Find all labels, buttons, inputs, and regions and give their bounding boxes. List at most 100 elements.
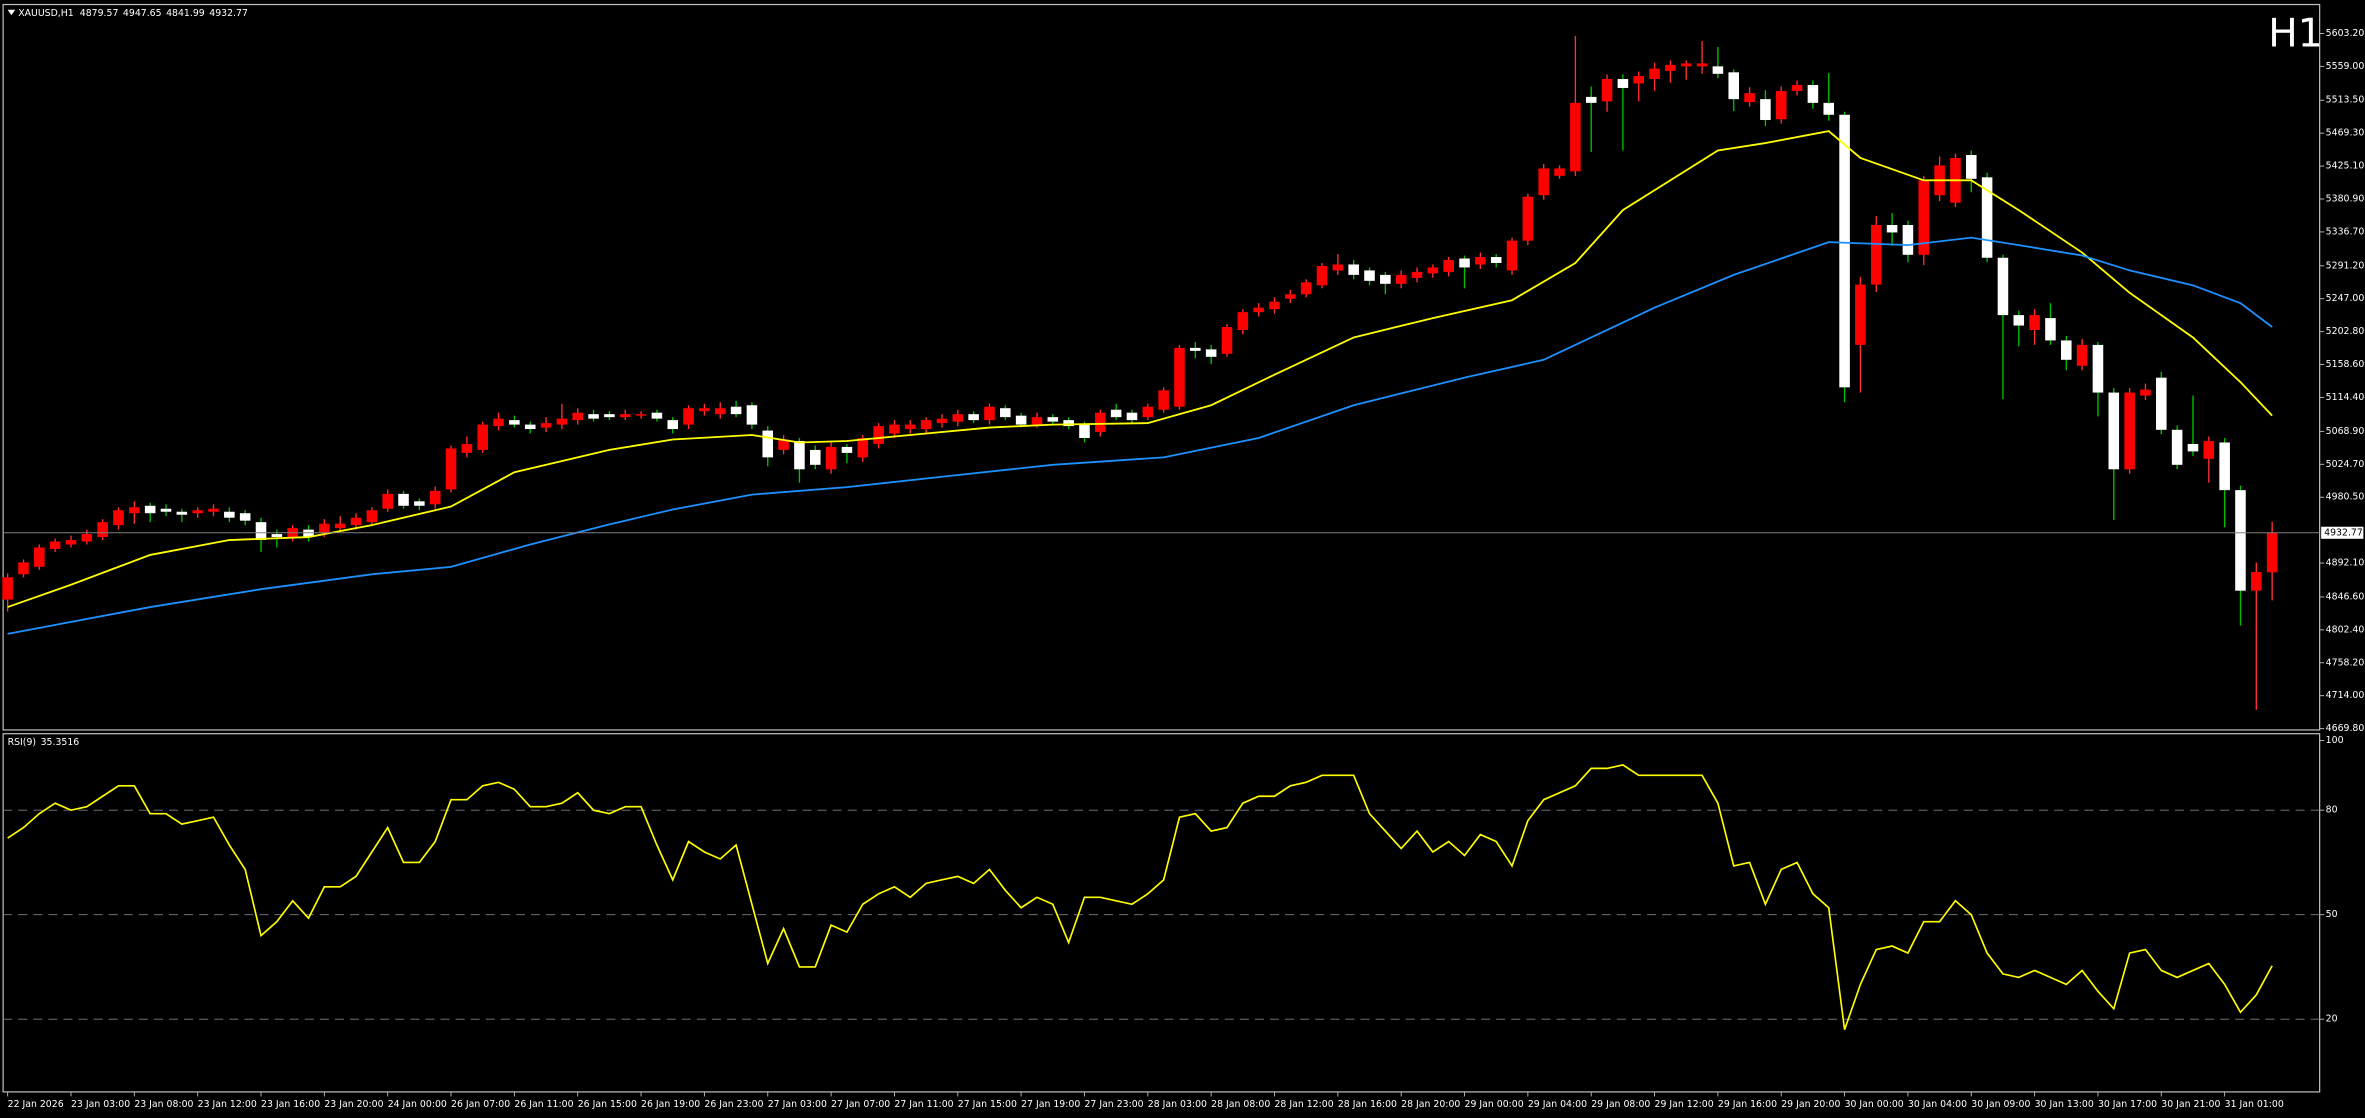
y-tick-label: 5114.40 bbox=[2326, 392, 2365, 403]
candle-body bbox=[1221, 327, 1233, 354]
candle-body bbox=[889, 424, 900, 434]
candle-body bbox=[1997, 257, 2009, 316]
x-tick-label: 29 Jan 12:00 bbox=[1655, 1099, 1714, 1110]
x-tick-label: 29 Jan 20:00 bbox=[1781, 1099, 1840, 1110]
candle-body bbox=[493, 418, 504, 427]
y-tick-label: 5068.90 bbox=[2326, 426, 2365, 437]
candle-body bbox=[97, 522, 108, 538]
candle-body bbox=[239, 513, 251, 521]
y-tick-label: 4980.50 bbox=[2326, 492, 2365, 503]
candle-body bbox=[1411, 271, 1423, 278]
x-tick-label: 27 Jan 11:00 bbox=[894, 1099, 953, 1110]
candle-body bbox=[2124, 392, 2135, 470]
x-tick-label: 28 Jan 16:00 bbox=[1338, 1099, 1397, 1110]
y-tick-label: 4758.20 bbox=[2326, 657, 2365, 668]
candle-body bbox=[1506, 240, 1518, 271]
candle-body bbox=[1760, 99, 1771, 120]
candle-body bbox=[65, 540, 77, 545]
candle-body bbox=[936, 418, 948, 424]
candle-body bbox=[809, 449, 821, 465]
candle-body bbox=[667, 420, 679, 430]
x-tick-label: 23 Jan 03:00 bbox=[71, 1099, 130, 1110]
y-tick-label: 5202.80 bbox=[2326, 326, 2365, 337]
x-tick-label: 28 Jan 12:00 bbox=[1274, 1099, 1333, 1110]
candle-body bbox=[1269, 301, 1280, 310]
candle-body bbox=[382, 493, 393, 509]
candle-body bbox=[2266, 532, 2278, 573]
candle-body bbox=[1665, 64, 1676, 71]
x-tick-label: 22 Jan 2026 bbox=[8, 1099, 64, 1110]
candle-body bbox=[572, 412, 584, 421]
candle-body bbox=[192, 510, 203, 514]
candle-body bbox=[34, 547, 45, 567]
candle-body bbox=[113, 510, 124, 526]
candle-body bbox=[920, 420, 932, 430]
candle-body bbox=[2092, 344, 2104, 393]
rsi-title: RSI(9) bbox=[8, 737, 36, 748]
current-price-box bbox=[2321, 526, 2364, 539]
candle-body bbox=[873, 426, 884, 444]
x-tick-label: 26 Jan 07:00 bbox=[451, 1099, 510, 1110]
x-tick-label: 28 Jan 08:00 bbox=[1211, 1099, 1270, 1110]
y-tick-label: 5603.20 bbox=[2326, 28, 2365, 39]
candle-body bbox=[2203, 440, 2215, 459]
candle-body bbox=[1633, 76, 1644, 84]
candle-body bbox=[857, 437, 869, 458]
candle-body bbox=[699, 408, 710, 412]
ohlc-low: 4841.99 bbox=[166, 7, 205, 18]
y-tick-label: 5291.20 bbox=[2326, 260, 2365, 271]
candle-body bbox=[730, 406, 742, 415]
candle-body bbox=[1395, 274, 1407, 284]
candle-body bbox=[414, 501, 425, 506]
candle-body bbox=[2108, 392, 2120, 470]
moving-average bbox=[7, 236, 2273, 635]
candle-body bbox=[208, 508, 219, 512]
candle-body bbox=[1174, 347, 1185, 407]
y-tick-label: 4846.60 bbox=[2326, 591, 2365, 602]
rsi-header: RSI(9) 35.3516 bbox=[8, 737, 80, 748]
candle-body bbox=[1253, 307, 1264, 313]
candle-body bbox=[2156, 377, 2167, 430]
candle-body bbox=[1744, 93, 1755, 103]
x-tick-label: 26 Jan 23:00 bbox=[704, 1099, 763, 1110]
candle-body bbox=[129, 507, 140, 514]
candle-body bbox=[2187, 443, 2199, 452]
y-tick-label: 5024.70 bbox=[2326, 459, 2365, 470]
candle-body bbox=[1554, 168, 1565, 176]
x-tick-label: 23 Jan 12:00 bbox=[198, 1099, 257, 1110]
y-tick-label: 5469.30 bbox=[2326, 128, 2365, 139]
candle-body bbox=[1000, 408, 1011, 418]
candle-body bbox=[604, 414, 615, 418]
x-tick-label: 29 Jan 16:00 bbox=[1718, 1099, 1777, 1110]
y-tick-label: 4892.10 bbox=[2326, 558, 2365, 569]
candle-body bbox=[619, 414, 631, 418]
candle-body bbox=[1142, 406, 1154, 418]
y-tick-label: 50 bbox=[2326, 909, 2338, 920]
candle-body bbox=[49, 541, 61, 549]
candle-body bbox=[762, 430, 774, 458]
menu-arrow[interactable] bbox=[7, 9, 16, 16]
candle-body bbox=[904, 424, 916, 430]
candle-body bbox=[398, 493, 409, 506]
candle-body bbox=[556, 418, 568, 425]
candle-body bbox=[1332, 264, 1344, 271]
candle-body bbox=[1570, 102, 1581, 172]
candle-body bbox=[1870, 224, 1882, 285]
x-tick-label: 26 Jan 11:00 bbox=[514, 1099, 573, 1110]
chart-title: XAUUSD,H1 bbox=[18, 7, 74, 18]
candle-body bbox=[1918, 180, 1930, 255]
x-tick-label: 29 Jan 04:00 bbox=[1528, 1099, 1587, 1110]
candle-body bbox=[509, 420, 520, 425]
candle-body bbox=[1538, 168, 1549, 196]
candle-body bbox=[1728, 72, 1740, 100]
ohlc-open: 4879.57 bbox=[80, 7, 119, 18]
candle-body bbox=[2061, 340, 2072, 360]
candle-body bbox=[1237, 312, 1249, 331]
candle-body bbox=[825, 446, 837, 470]
candle-body bbox=[1981, 177, 1993, 258]
candle-body bbox=[1617, 79, 1629, 88]
candle-body bbox=[176, 511, 188, 515]
candle-body bbox=[1791, 84, 1803, 91]
candle-body bbox=[540, 423, 552, 428]
